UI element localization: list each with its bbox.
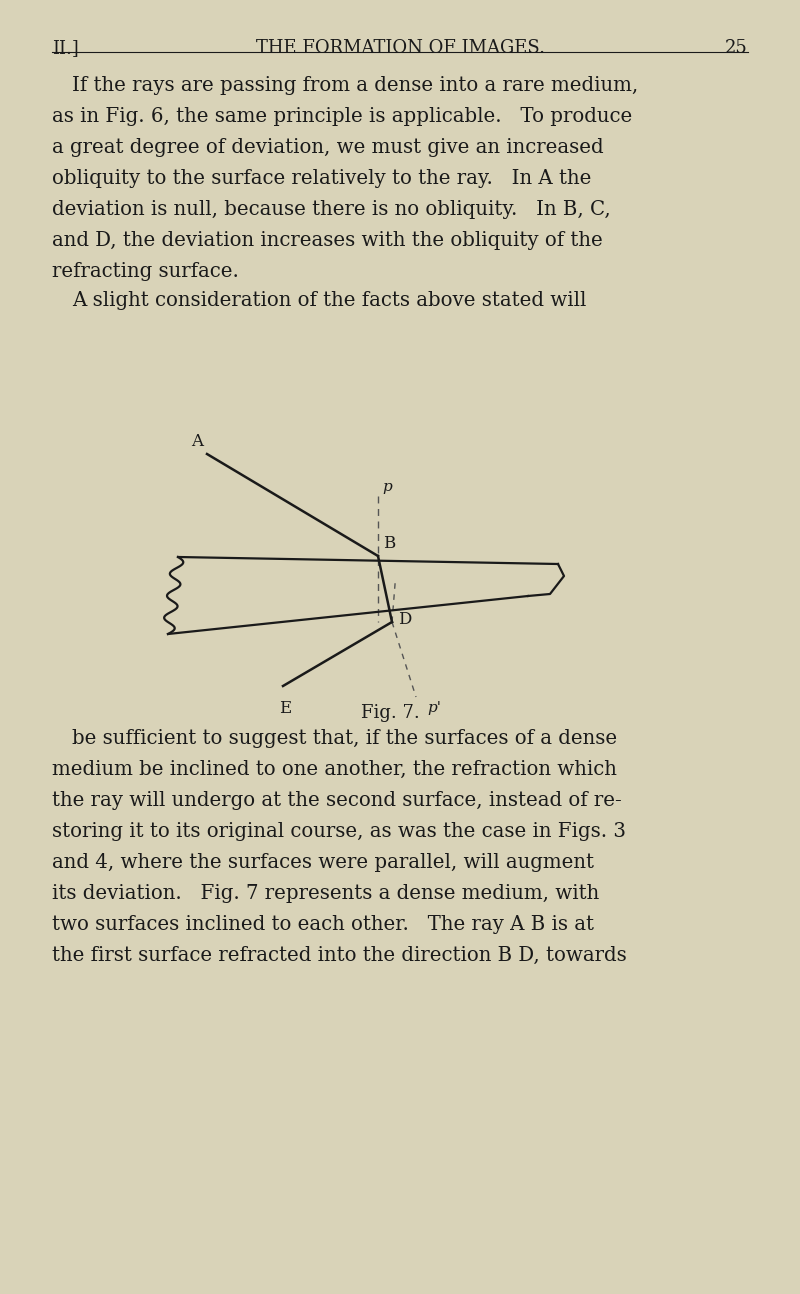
Text: storing it to its original course, as was the case in Figs. 3: storing it to its original course, as wa…: [52, 822, 626, 841]
Text: Fig. 7.: Fig. 7.: [361, 704, 419, 722]
Text: 25: 25: [726, 39, 748, 57]
Text: THE FORMATION OF IMAGES.: THE FORMATION OF IMAGES.: [255, 39, 545, 57]
Text: the ray will undergo at the second surface, instead of re-: the ray will undergo at the second surfa…: [52, 791, 622, 810]
Text: and D, the deviation increases with the obliquity of the: and D, the deviation increases with the …: [52, 232, 602, 250]
Text: obliquity to the surface relatively to the ray.   In A the: obliquity to the surface relatively to t…: [52, 170, 591, 188]
Text: A: A: [191, 433, 203, 450]
Text: refracting surface.: refracting surface.: [52, 261, 239, 281]
Text: D: D: [398, 612, 411, 629]
Text: E: E: [279, 700, 291, 717]
Text: be sufficient to suggest that, if the surfaces of a dense: be sufficient to suggest that, if the su…: [72, 729, 617, 748]
Text: the first surface refracted into the direction B D, towards: the first surface refracted into the dir…: [52, 946, 626, 965]
Text: B: B: [383, 534, 395, 553]
Text: its deviation.   Fig. 7 represents a dense medium, with: its deviation. Fig. 7 represents a dense…: [52, 884, 599, 903]
Text: medium be inclined to one another, the refraction which: medium be inclined to one another, the r…: [52, 760, 617, 779]
Text: A slight consideration of the facts above stated will: A slight consideration of the facts abov…: [72, 291, 586, 311]
Text: and 4, where the surfaces were parallel, will augment: and 4, where the surfaces were parallel,…: [52, 853, 594, 872]
Text: deviation is null, because there is no obliquity.   In B, C,: deviation is null, because there is no o…: [52, 201, 610, 219]
Text: two surfaces inclined to each other.   The ray A B is at: two surfaces inclined to each other. The…: [52, 915, 594, 934]
Text: as in Fig. 6, the same principle is applicable.   To produce: as in Fig. 6, the same principle is appl…: [52, 107, 632, 126]
Text: p: p: [382, 480, 392, 494]
Text: a great degree of deviation, we must give an increased: a great degree of deviation, we must giv…: [52, 138, 604, 157]
Text: II.]: II.]: [52, 39, 78, 57]
Text: If the rays are passing from a dense into a rare medium,: If the rays are passing from a dense int…: [72, 76, 638, 94]
Text: p': p': [427, 701, 441, 716]
